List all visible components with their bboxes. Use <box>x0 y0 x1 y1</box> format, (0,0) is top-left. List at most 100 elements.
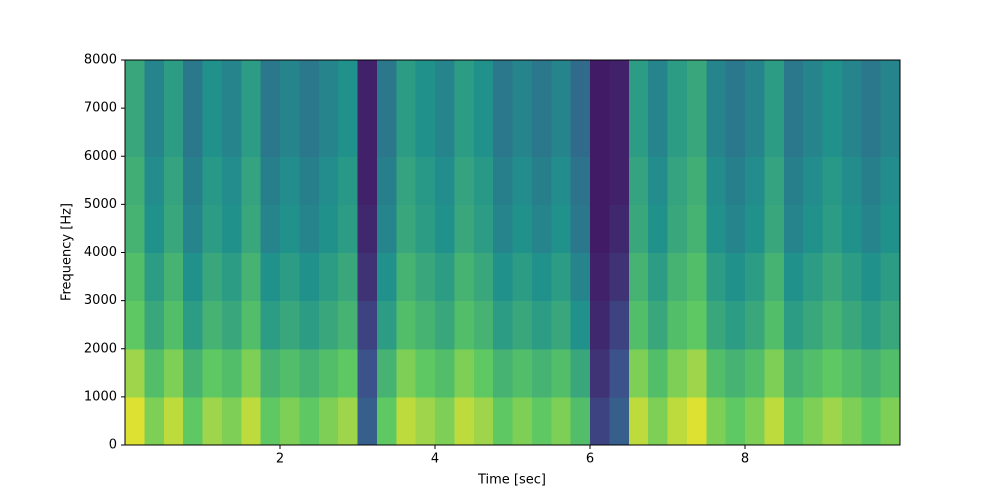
cell <box>725 396 746 446</box>
x-axis-label: Time [sec] <box>477 473 546 488</box>
cell <box>202 300 223 350</box>
cell <box>841 348 862 398</box>
cell <box>803 204 823 253</box>
cell <box>376 252 397 302</box>
cell <box>590 156 610 205</box>
cell <box>648 60 668 109</box>
cell <box>376 348 397 398</box>
cell <box>783 204 804 253</box>
cell <box>531 300 552 350</box>
x-tick-label: 8 <box>741 452 749 467</box>
cell <box>803 156 823 205</box>
cell <box>318 396 339 446</box>
heatmap <box>125 60 901 446</box>
cell <box>280 156 300 205</box>
cell <box>531 252 552 302</box>
cell <box>415 108 436 157</box>
cell <box>725 252 746 302</box>
cell <box>745 60 765 109</box>
cell <box>861 396 882 446</box>
cell <box>415 348 436 398</box>
cell <box>299 252 320 302</box>
cell <box>338 300 358 350</box>
cell <box>686 60 707 109</box>
cell <box>415 252 436 302</box>
cell <box>415 156 436 205</box>
cell <box>764 396 785 446</box>
cell <box>357 108 378 157</box>
cell <box>338 156 358 205</box>
cell <box>144 108 165 157</box>
cell <box>725 348 746 398</box>
cell <box>764 108 785 157</box>
cell <box>745 252 765 302</box>
cell <box>144 396 165 446</box>
cell <box>338 252 358 302</box>
cell <box>260 204 281 253</box>
cell <box>841 252 862 302</box>
cell <box>706 300 727 350</box>
cell <box>415 204 436 253</box>
cell <box>163 396 184 446</box>
cell <box>783 156 804 205</box>
cell <box>706 204 727 253</box>
cell <box>473 348 494 398</box>
cell <box>396 252 417 302</box>
cell <box>531 204 552 253</box>
cell <box>241 396 262 446</box>
cell <box>590 204 610 253</box>
cell <box>415 396 436 446</box>
cell <box>493 300 513 350</box>
cell <box>183 204 203 253</box>
cell <box>221 348 242 398</box>
cell <box>318 108 339 157</box>
cell <box>163 156 184 205</box>
cell <box>745 348 765 398</box>
cell <box>745 396 765 446</box>
cell <box>376 60 397 109</box>
cell <box>628 60 649 109</box>
cell <box>241 108 262 157</box>
cell <box>299 60 320 109</box>
cell <box>163 204 184 253</box>
cell <box>725 300 746 350</box>
cell <box>609 156 630 205</box>
cell <box>415 300 436 350</box>
cell <box>880 156 901 205</box>
cell <box>435 156 455 205</box>
cell <box>861 108 882 157</box>
cell <box>590 60 610 109</box>
cell <box>396 156 417 205</box>
cell <box>783 300 804 350</box>
cell <box>764 156 785 205</box>
cell <box>260 156 281 205</box>
cell <box>221 300 242 350</box>
cell <box>783 60 804 109</box>
cell <box>299 108 320 157</box>
cell <box>667 108 688 157</box>
cell <box>822 204 843 253</box>
cell <box>202 348 223 398</box>
cell <box>454 396 475 446</box>
cell <box>822 108 843 157</box>
cell <box>260 396 281 446</box>
cell <box>338 60 358 109</box>
cell <box>125 300 145 350</box>
cell <box>318 300 339 350</box>
cell <box>745 108 765 157</box>
cell <box>241 348 262 398</box>
cell <box>144 348 165 398</box>
cell <box>803 108 823 157</box>
cell <box>493 348 513 398</box>
cell <box>202 396 223 446</box>
cell <box>648 204 668 253</box>
cell <box>648 300 668 350</box>
cell <box>125 348 145 398</box>
cell <box>221 252 242 302</box>
cell <box>570 60 591 109</box>
cell <box>318 348 339 398</box>
cell <box>473 156 494 205</box>
cell <box>183 252 203 302</box>
cell <box>338 204 358 253</box>
cell <box>861 252 882 302</box>
